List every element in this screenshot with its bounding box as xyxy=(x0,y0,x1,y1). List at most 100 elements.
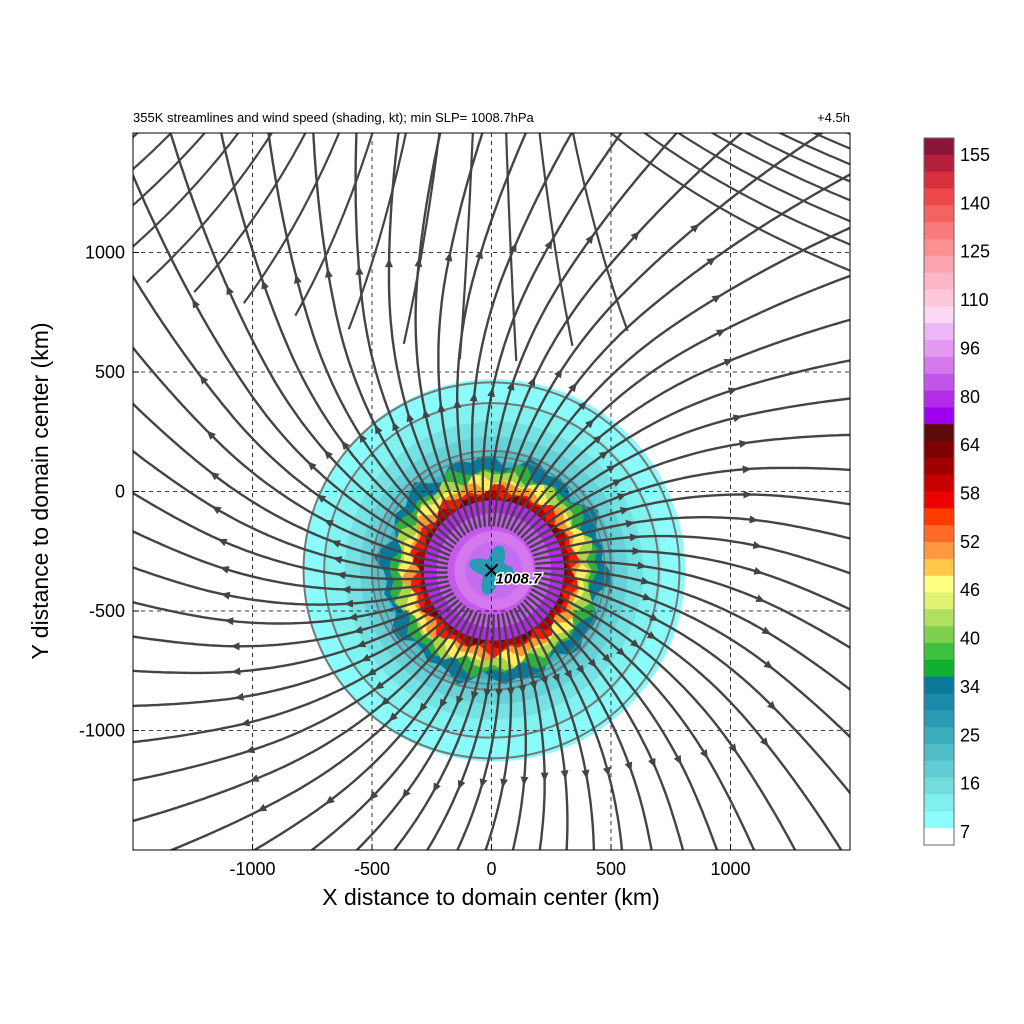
streamline xyxy=(414,133,470,533)
streamline-arrow xyxy=(612,479,623,487)
colorbar-swatch xyxy=(924,659,954,678)
streamline xyxy=(528,592,719,850)
streamline xyxy=(676,133,850,223)
streamline xyxy=(133,172,451,557)
streamline xyxy=(354,133,463,539)
colorbar-swatch xyxy=(924,457,954,476)
streamline-arrow xyxy=(419,702,428,713)
x-tick-label: -1000 xyxy=(229,859,275,879)
streamline xyxy=(169,133,452,553)
colorbar-label: 7 xyxy=(960,822,970,842)
streamline xyxy=(193,133,307,293)
x-tick-label: -500 xyxy=(354,859,390,879)
streamline xyxy=(133,491,449,581)
streamline xyxy=(133,133,240,248)
y-tick-label: 500 xyxy=(95,362,125,382)
streamline-arrow xyxy=(587,658,597,668)
colorbar-swatch xyxy=(924,441,954,459)
range-ring xyxy=(371,449,612,691)
colorbar-swatch xyxy=(924,710,954,728)
storm-center-marker xyxy=(484,563,499,578)
streamline xyxy=(145,133,274,284)
streamline xyxy=(133,592,455,648)
chart-title: 355K streamlines and wind speed (shading… xyxy=(133,110,534,125)
streamline-arrow xyxy=(245,745,256,754)
streamline xyxy=(533,580,843,850)
streamline xyxy=(609,133,850,272)
streamline-arrow xyxy=(598,451,609,460)
streamline xyxy=(133,605,466,782)
streamline-arrow xyxy=(406,412,415,423)
colorbar-swatch xyxy=(924,491,954,509)
colorbar-swatch xyxy=(924,272,954,290)
streamline-arrow xyxy=(576,664,585,675)
streamline-arrow xyxy=(456,695,464,706)
streamline-arrow xyxy=(637,561,647,570)
streamline-arrow xyxy=(294,274,302,285)
y-tick-label: -500 xyxy=(89,601,125,621)
streamline-arrow xyxy=(388,712,398,722)
colorbar-label: 96 xyxy=(960,338,980,358)
streamline xyxy=(520,602,624,850)
x-tick-label: 500 xyxy=(596,859,626,879)
colorbar-swatch xyxy=(924,222,954,240)
streamline xyxy=(456,613,502,850)
colorbar-swatch xyxy=(924,424,954,442)
colorbar-swatch xyxy=(924,340,954,358)
colorbar-swatch xyxy=(924,323,954,341)
streamline xyxy=(571,133,629,332)
streamline-arrow xyxy=(380,696,391,706)
streamline xyxy=(523,599,653,850)
streamline-arrow xyxy=(366,667,377,676)
streamline xyxy=(458,133,474,360)
streamline-arrow xyxy=(324,519,334,528)
streamline xyxy=(538,133,574,346)
streamline-arrow xyxy=(592,435,603,444)
streamline xyxy=(392,614,491,850)
streamline-arrow xyxy=(358,433,368,444)
streamline xyxy=(387,133,466,536)
streamline-arrow xyxy=(581,769,590,779)
colorbar-swatch xyxy=(924,154,954,173)
streamline-arrow xyxy=(554,368,563,379)
streamline-arrow xyxy=(616,493,627,501)
center-x-stroke xyxy=(484,563,499,578)
streamline-arrow xyxy=(544,239,553,250)
y-tick-label: -1000 xyxy=(79,721,125,741)
streamline-arrow xyxy=(564,669,572,680)
x-axis-ticks: -1000 -500 0 500 1000 xyxy=(229,844,751,879)
colorbar-swatch xyxy=(924,373,954,391)
streamline xyxy=(252,611,478,850)
colorbar-label: 125 xyxy=(960,242,990,262)
streamline-arrow xyxy=(646,631,657,640)
colorbar-swatch xyxy=(924,744,954,762)
streamline-arrow xyxy=(759,737,769,747)
streamline xyxy=(133,588,452,625)
colorbar-swatch xyxy=(924,407,954,425)
streamline-arrow xyxy=(518,684,527,694)
streamline xyxy=(528,493,850,549)
streamline-arrow xyxy=(509,242,517,253)
streamline-arrow xyxy=(649,613,659,622)
streamline-arrow xyxy=(755,594,766,602)
range-ring xyxy=(323,402,660,739)
streamline-arrow xyxy=(324,449,334,460)
streamline-arrow xyxy=(392,421,400,432)
streamline xyxy=(437,133,484,531)
colorbar-swatch xyxy=(924,575,954,593)
streamline-arrow xyxy=(240,718,251,727)
streamline-arrow xyxy=(601,653,612,663)
streamline xyxy=(133,402,448,570)
colorbar-label: 34 xyxy=(960,677,980,697)
colorbar-swatch xyxy=(924,188,954,206)
colorbar-label: 58 xyxy=(960,484,980,504)
streamline-arrow xyxy=(307,461,317,471)
streamline-arrow xyxy=(585,419,595,429)
streamline xyxy=(531,588,756,850)
colorbar-swatch xyxy=(924,542,954,560)
streamline-arrow xyxy=(192,298,201,309)
colorbar-swatch xyxy=(924,811,954,829)
streamline xyxy=(168,609,474,850)
streamline xyxy=(517,359,850,536)
colorbar-swatch xyxy=(924,777,954,795)
